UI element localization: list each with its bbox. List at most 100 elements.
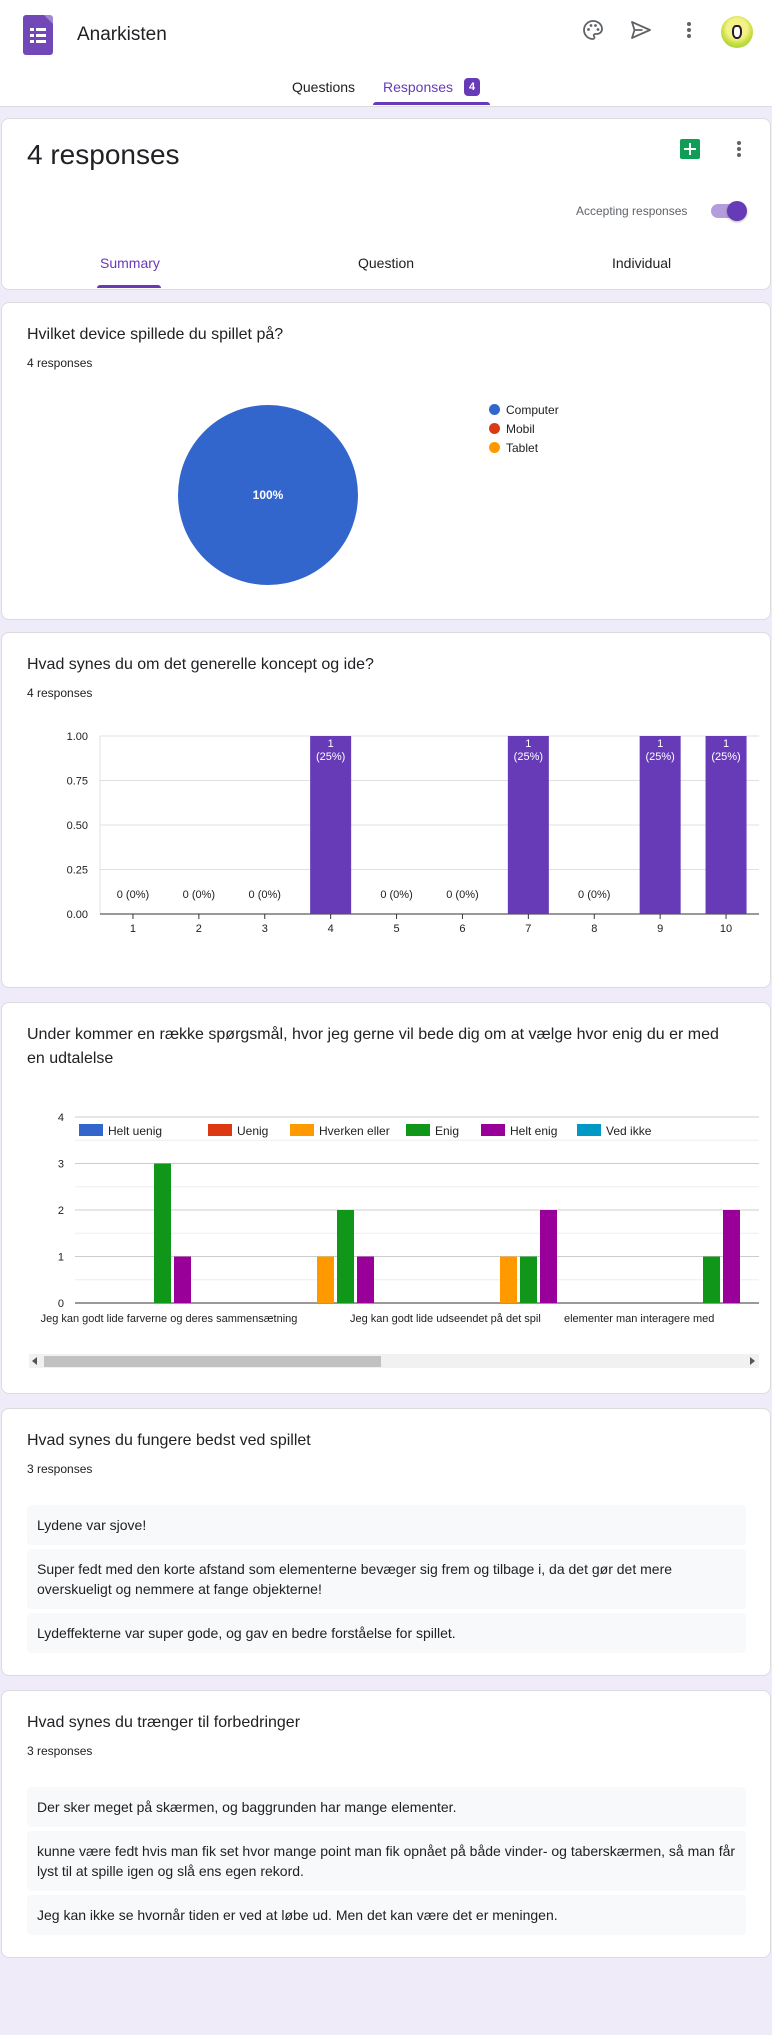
legend-item-mobil: Mobil	[489, 422, 535, 436]
bar	[723, 1210, 740, 1303]
toggle-knob[interactable]	[727, 201, 747, 221]
x-tick-label: 4	[328, 923, 334, 935]
data-label: 0 (0%)	[183, 889, 215, 901]
response-count: 3 responses	[27, 1462, 93, 1476]
question-card-concept: Hvad synes du om det generelle koncept o…	[1, 632, 771, 988]
y-tick-label: 0	[58, 1298, 64, 1310]
legend-label: Ved ikke	[606, 1124, 652, 1138]
legend-swatch	[208, 1124, 232, 1136]
legend-label: Uenig	[237, 1124, 268, 1138]
x-tick-label: Jeg kan godt lide farverne og deres samm…	[41, 1313, 298, 1325]
question-title: Hvad synes du trænger til forbedringer	[27, 1714, 301, 1731]
legend-swatch	[79, 1124, 103, 1136]
y-tick-label: 4	[58, 1112, 64, 1124]
question-title: Hvad synes du om det generelle koncept o…	[27, 656, 374, 673]
bar	[639, 736, 681, 914]
pie-slice-label: 100%	[253, 488, 284, 502]
y-tick-label: 3	[58, 1159, 64, 1171]
question-title: Under kommer en række spørgsmål, hvor je…	[27, 1026, 719, 1067]
more-options-icon[interactable]	[677, 18, 701, 42]
question-title: Hvilket device spillede du spillet på?	[27, 326, 284, 343]
app-bar: Anarkisten Questions Responses 4	[0, 0, 772, 107]
legend-label: Enig	[435, 1124, 459, 1138]
y-tick-label: 1	[58, 1252, 64, 1264]
response-count: 4 responses	[27, 686, 93, 700]
subtab-indicator	[97, 285, 161, 288]
data-label: 1	[723, 738, 729, 750]
legend-swatch	[481, 1124, 505, 1136]
accepting-responses-label: Accepting responses	[576, 204, 688, 218]
scrollbar-thumb[interactable]	[44, 1356, 381, 1367]
y-tick-label: 2	[58, 1205, 64, 1217]
responses-count-badge: 4	[464, 78, 480, 96]
subtab-individual[interactable]: Individual	[612, 255, 672, 271]
data-label: 0 (0%)	[578, 889, 610, 901]
scroll-left-icon[interactable]	[32, 1357, 37, 1365]
legend-swatch	[406, 1124, 430, 1136]
bar	[705, 736, 747, 914]
text-response: kunne være fedt hvis man fik set hvor ma…	[27, 1831, 746, 1891]
send-icon[interactable]	[629, 18, 653, 42]
y-tick-label: 1.00	[67, 731, 88, 743]
form-title[interactable]: Anarkisten	[77, 24, 167, 45]
agreement-grouped-bar-chart: 0 1 2 3 4 Helt uenig Uenig Hverken eller Enig Hel…	[41, 1112, 759, 1325]
bar	[520, 1256, 537, 1303]
bar	[357, 1256, 374, 1303]
y-tick-label: 0.75	[67, 776, 88, 788]
subtab-summary[interactable]: Summary	[100, 255, 160, 271]
x-tick-label: elementer man interagere med	[564, 1313, 714, 1325]
tab-responses[interactable]: Responses	[383, 79, 454, 95]
legend-swatch	[577, 1124, 601, 1136]
data-label: (25%)	[316, 751, 345, 763]
x-tick-label: 5	[393, 923, 399, 935]
responses-summary-card: 4 responses Accepting responses Summary …	[1, 118, 771, 290]
x-tick-label: 10	[720, 923, 732, 935]
legend-label: Hverken eller	[319, 1124, 390, 1138]
concept-bar-chart: 0.00 0.25 0.50 0.75 1.00 1 0 (0%) 2 0 (0%) 3 0 (0%…	[67, 731, 759, 935]
tab-questions[interactable]: Questions	[292, 79, 356, 95]
palette-icon[interactable]	[581, 18, 605, 42]
x-tick-label: 1	[130, 923, 136, 935]
x-tick-label: 9	[657, 923, 663, 935]
scroll-right-icon[interactable]	[750, 1357, 755, 1365]
avatar[interactable]	[721, 16, 753, 48]
data-label: 0 (0%)	[117, 889, 149, 901]
bar	[310, 736, 352, 914]
sheets-icon[interactable]	[680, 139, 700, 159]
question-title: Hvad synes du fungere bedst ved spillet	[27, 1432, 311, 1449]
data-label: (25%)	[514, 751, 543, 763]
data-label: 1	[328, 738, 334, 750]
bar	[174, 1256, 191, 1303]
bar	[507, 736, 549, 914]
data-label: 1	[525, 738, 531, 750]
bar	[703, 1256, 720, 1303]
data-label: 0 (0%)	[380, 889, 412, 901]
data-label: (25%)	[711, 751, 740, 763]
bar	[317, 1256, 334, 1303]
x-tick-label: 2	[196, 923, 202, 935]
legend-item-computer: Computer	[489, 403, 559, 417]
subtab-question[interactable]: Question	[358, 255, 415, 271]
device-pie-chart: 100%	[178, 405, 358, 585]
data-label: 0 (0%)	[446, 889, 478, 901]
legend-label: Helt uenig	[108, 1124, 162, 1138]
legend-item-tablet: Tablet	[489, 441, 538, 455]
question-card-device: Hvilket device spillede du spillet på? 4…	[1, 302, 771, 620]
data-label: 1	[657, 738, 663, 750]
pie-slice-computer	[178, 405, 358, 585]
x-tick-label: 6	[459, 923, 465, 935]
text-response: Lydene var sjove!	[27, 1505, 746, 1545]
responses-more-icon[interactable]	[727, 137, 751, 161]
response-count: 3 responses	[27, 1744, 93, 1758]
forms-logo-icon[interactable]	[23, 15, 53, 55]
y-tick-label: 0.00	[67, 909, 88, 921]
response-count: 4 responses	[27, 356, 93, 370]
data-label: 0 (0%)	[249, 889, 281, 901]
y-tick-label: 0.50	[67, 820, 88, 832]
bar	[337, 1210, 354, 1303]
text-response: Der sker meget på skærmen, og baggrunden…	[27, 1787, 746, 1827]
x-tick-label: 8	[591, 923, 597, 935]
text-response: Jeg kan ikke se hvornår tiden er ved at …	[27, 1895, 746, 1935]
y-tick-label: 0.25	[67, 865, 88, 877]
bar	[154, 1163, 171, 1303]
